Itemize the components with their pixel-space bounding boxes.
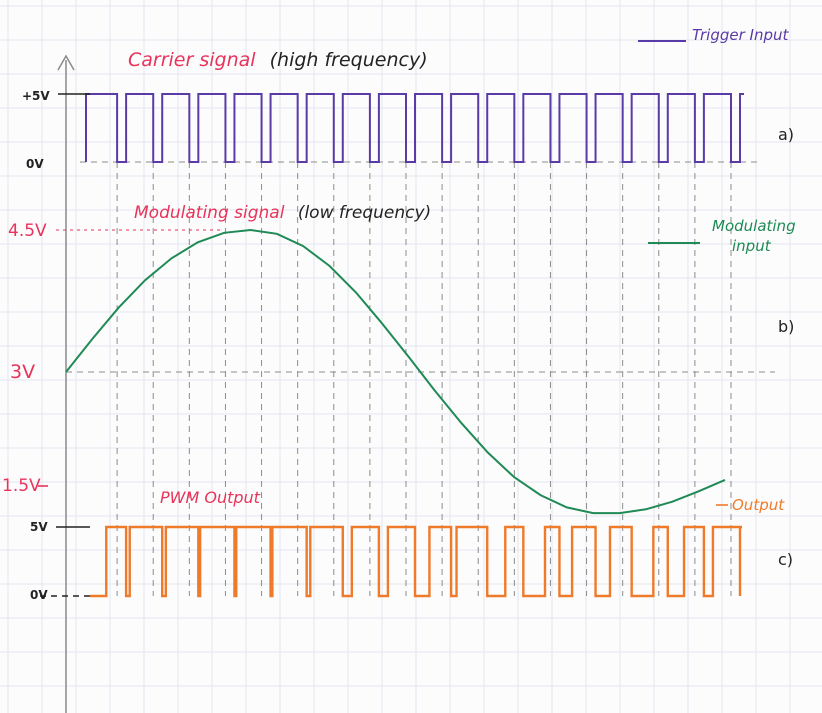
level-carrier-high: +5V (22, 89, 50, 103)
carrier-title-red: Carrier signal (128, 49, 256, 71)
level-output-low: 0V (30, 588, 48, 602)
modulating-title: Modulating signal (low frequency) (134, 203, 431, 223)
pwm-output-waveform (90, 525, 742, 598)
carrier-waveform (85, 93, 744, 163)
level-output-high: 5V (30, 520, 48, 534)
carrier-title-black: (high frequency) (270, 49, 428, 71)
panel-label-b: b) (778, 317, 794, 336)
level-mod-peak: 4.5V (8, 221, 47, 241)
legend-modulating-label-line1: Modulating (712, 217, 796, 235)
carrier-title: Carrier signal (high frequency) (128, 49, 428, 71)
pwm-title: PWM Output (160, 488, 261, 507)
y-axis-arrow (57, 54, 75, 71)
level-mod-trough: 1.5V (2, 476, 41, 496)
legend-modulating-label-line2: input (732, 237, 772, 255)
dashed-guide-lines (40, 161, 775, 597)
modulating-title-red: Modulating signal (134, 203, 285, 223)
level-carrier-low: 0V (26, 157, 44, 171)
level-mod-mid: 3V (10, 361, 35, 383)
legend-trigger-label: Trigger Input (692, 26, 789, 44)
panel-label-a: a) (778, 125, 794, 144)
modulating-waveform (65, 228, 726, 515)
panel-label-c: c) (778, 550, 793, 569)
legend-output-label: Output (732, 496, 785, 514)
modulating-title-black: (low frequency) (298, 203, 431, 223)
